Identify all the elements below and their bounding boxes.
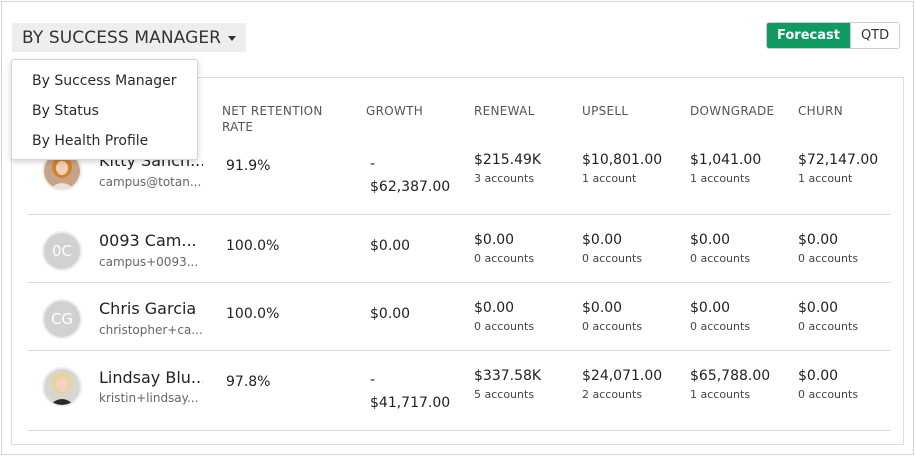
upsell-value: $10,801.00 [582, 152, 663, 168]
menu-item-by-health-profile[interactable]: By Health Profile [32, 133, 149, 149]
growth-value: $0.00 [370, 238, 411, 254]
churn-accounts[interactable]: 0 accounts [798, 388, 859, 401]
upsell-accounts[interactable]: 1 account [582, 172, 637, 185]
downgrade-value: $0.00 [690, 232, 731, 248]
renewal-value: $0.00 [474, 300, 515, 316]
renewal-value: $337.58K [474, 368, 542, 384]
table-row[interactable]: 0C 0093 Cam... campus+0093... 100.0% $0.… [27, 215, 891, 283]
upsell-accounts[interactable]: 0 accounts [582, 252, 643, 265]
header-downgrade[interactable]: DOWNGRADE [690, 104, 775, 118]
header-upsell[interactable]: UPSELL [582, 104, 629, 118]
renewal-accounts[interactable]: 0 accounts [474, 252, 535, 265]
group-by-dropdown-button[interactable]: BY SUCCESS MANAGER [12, 23, 247, 52]
churn-value: $0.00 [798, 300, 839, 316]
upsell-accounts[interactable]: 0 accounts [582, 320, 643, 333]
header-growth[interactable]: GROWTH [366, 104, 424, 118]
period-toggle: Forecast QTD [766, 22, 901, 49]
header-net-retention-rate[interactable]: NET RETENTION RATE [222, 104, 323, 134]
churn-accounts[interactable]: 0 accounts [798, 320, 859, 333]
renewal-accounts[interactable]: 5 accounts [474, 388, 535, 401]
growth-value: $62,387.00 [370, 179, 451, 195]
downgrade-accounts[interactable]: 0 accounts [690, 252, 751, 265]
downgrade-value: $65,788.00 [690, 368, 771, 384]
growth-sign: - [370, 156, 376, 172]
churn-accounts[interactable]: 1 account [798, 172, 853, 185]
upsell-value: $0.00 [582, 232, 623, 248]
renewal-accounts[interactable]: 0 accounts [474, 320, 535, 333]
downgrade-value: $1,041.00 [690, 152, 762, 168]
net-retention-value: 100.0% [226, 306, 280, 322]
group-by-label: BY SUCCESS MANAGER [22, 27, 222, 48]
renewal-accounts[interactable]: 3 accounts [474, 172, 535, 185]
renewal-value: $0.00 [474, 232, 515, 248]
manager-name[interactable]: 0093 Cam... [99, 231, 197, 250]
menu-item-by-status[interactable]: By Status [32, 103, 99, 119]
manager-email: christopher+ca... [99, 323, 203, 337]
group-by-menu: By Success Manager By Status By Health P… [11, 59, 198, 160]
table-row[interactable]: Lindsay Blu... kristin+lindsay... 97.8% … [27, 351, 891, 431]
churn-value: $72,147.00 [798, 152, 879, 168]
avatar: CG [42, 299, 82, 339]
churn-value: $0.00 [798, 232, 839, 248]
renewal-value: $215.49K [474, 152, 542, 168]
qtd-toggle-button[interactable]: QTD [849, 23, 900, 48]
manager-email: kristin+lindsay... [99, 391, 199, 405]
growth-value: $41,717.00 [370, 395, 451, 411]
avatar [42, 367, 82, 407]
menu-item-by-success-manager[interactable]: By Success Manager [32, 73, 177, 89]
manager-name[interactable]: Chris Garcia [99, 299, 197, 318]
upsell-value: $0.00 [582, 300, 623, 316]
growth-value: $0.00 [370, 306, 411, 322]
upsell-accounts[interactable]: 2 accounts [582, 388, 643, 401]
downgrade-accounts[interactable]: 1 accounts [690, 388, 751, 401]
header-renewal[interactable]: RENEWAL [474, 104, 535, 118]
growth-sign: - [370, 372, 376, 388]
manager-email: campus@totan... [99, 175, 202, 189]
churn-value: $0.00 [798, 368, 839, 384]
churn-accounts[interactable]: 0 accounts [798, 252, 859, 265]
net-retention-value: 97.8% [226, 374, 271, 390]
forecast-toggle-button[interactable]: Forecast [767, 23, 850, 48]
downgrade-value: $0.00 [690, 300, 731, 316]
table-row[interactable]: CG Chris Garcia christopher+ca... 100.0%… [27, 283, 891, 351]
downgrade-accounts[interactable]: 1 accounts [690, 172, 751, 185]
manager-name[interactable]: Lindsay Blu... [99, 368, 203, 387]
net-retention-value: 100.0% [226, 238, 280, 254]
net-retention-value: 91.9% [226, 158, 271, 174]
manager-email: campus+0093... [99, 255, 199, 269]
retention-table: NET RETENTION RATE GROWTH RENEWAL UPSELL… [11, 77, 904, 445]
header-churn[interactable]: CHURN [798, 104, 843, 118]
upsell-value: $24,071.00 [582, 368, 663, 384]
caret-down-icon [228, 36, 237, 41]
downgrade-accounts[interactable]: 0 accounts [690, 320, 751, 333]
avatar: 0C [42, 231, 82, 271]
